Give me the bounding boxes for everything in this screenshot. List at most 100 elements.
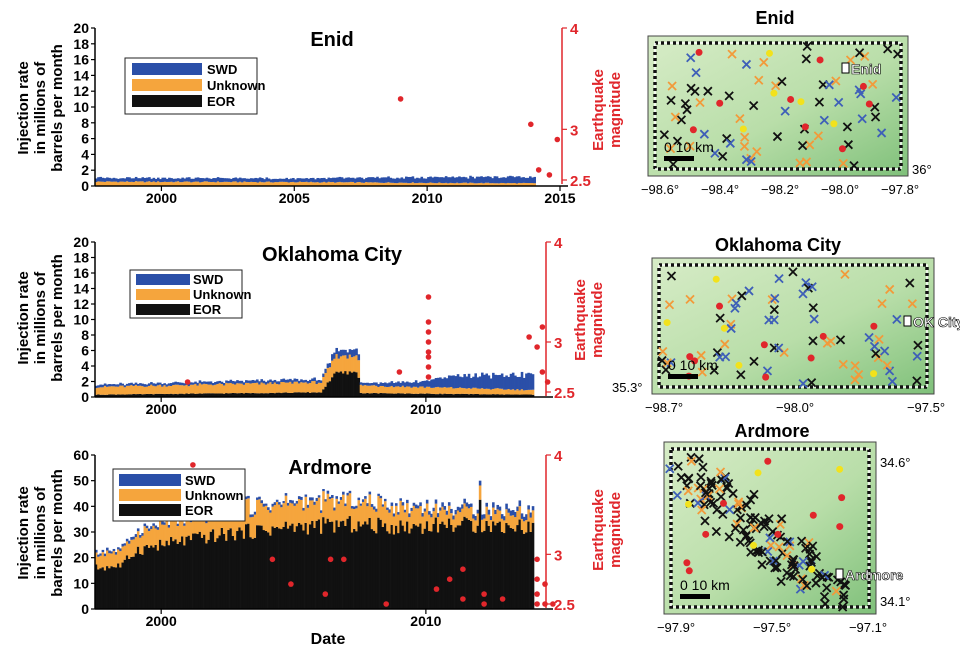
okc-bar-swd (253, 380, 257, 383)
okc-bar-swd (507, 376, 511, 389)
okc-bar-swd (395, 382, 398, 387)
okc-bar-unknown (478, 388, 482, 395)
ardmore-bar-unknown (421, 516, 425, 534)
ardmore-bar-eor (454, 527, 458, 609)
well-marker (662, 358, 672, 368)
okc-bar-swd (238, 380, 241, 384)
enid-bar-swd (391, 178, 395, 183)
ardmore-bar-eor (251, 538, 255, 609)
ardmore-bar-unknown (364, 498, 367, 522)
okc-bar-eor (472, 394, 475, 397)
enid-bar-swd (444, 176, 448, 183)
ardmore-bar-unknown (333, 510, 336, 533)
ardmore-bar-swd (302, 507, 305, 511)
well-marker (738, 525, 749, 535)
okc-mag-axis-label: Earthquake magnitude (572, 279, 606, 361)
ardmore-bar-unknown (410, 510, 413, 529)
okc-bar-eor (302, 392, 305, 397)
okc-bar-eor (165, 393, 169, 397)
mag-tick-label: 4 (554, 235, 563, 252)
okc-bar-eor (172, 394, 175, 397)
y-tick-label: 18 (73, 36, 89, 52)
enid-bar-unknown (238, 181, 242, 186)
ardmore-bar-eor (178, 541, 182, 609)
enid-bar-unknown (365, 182, 368, 186)
ardmore-bar-swd (525, 514, 528, 521)
okc-bar-eor (430, 393, 433, 397)
ardmore-bar-unknown (273, 505, 277, 528)
well-marker (737, 291, 747, 301)
enid-bar-unknown (524, 182, 528, 186)
okc-bar-swd (154, 383, 158, 387)
enid-bar-swd (316, 177, 319, 183)
enid-bar-unknown (298, 181, 302, 186)
latitude-labels: 34.6°34.1° (880, 455, 911, 609)
longitude-label: −98.4° (701, 182, 739, 197)
y-tick-label: 2 (81, 374, 89, 390)
okc-bar-swd (516, 377, 519, 390)
okc-bar-unknown (494, 388, 497, 395)
ardmore-bar-eor (103, 570, 107, 609)
ardmore-bar-swd (269, 510, 272, 513)
scale-bar: 0 10 km (664, 139, 714, 161)
ardmore-bar-unknown (419, 506, 422, 524)
ardmore-bar-eor (176, 543, 180, 609)
okc-bar-unknown (342, 355, 345, 374)
ardmore-bar-eor (117, 563, 120, 609)
ardmore-bar-unknown (481, 519, 484, 533)
okc-bar-swd (383, 382, 387, 387)
okc-bar-unknown (121, 385, 125, 395)
enid-bar-swd (210, 178, 213, 183)
well-marker (798, 574, 808, 584)
ardmore-bar-swd (251, 514, 255, 517)
okc-bar-swd (348, 349, 352, 355)
ardmore-bar-swd (123, 543, 127, 546)
okc-bar-eor (275, 392, 279, 397)
ardmore-ylabel-line3: barrels per month (49, 469, 66, 597)
enid-bar-swd (190, 178, 193, 183)
okc-bar-eor (476, 393, 480, 397)
ardmore-bar-unknown (125, 541, 129, 556)
enid-bar-swd (424, 178, 428, 184)
ardmore-bar-eor (381, 527, 385, 609)
enid-bar-swd (385, 177, 388, 183)
okc-bar-unknown (158, 384, 162, 394)
ardmore-bar-eor (280, 529, 283, 609)
well-marker (883, 44, 893, 54)
okc-bar-swd (236, 380, 239, 384)
enid-bar-swd (114, 178, 118, 182)
enid-bar-unknown (258, 181, 262, 186)
ardmore-bar-eor (218, 535, 222, 609)
enid-bar-swd (188, 177, 191, 182)
okc-ylabel-line3: barrels per month (49, 254, 66, 382)
enid-bar-swd (382, 177, 386, 183)
enid-bar-unknown (274, 182, 277, 186)
okc-y-axis-label: Injection rate in millions of barrels pe… (15, 254, 66, 382)
okc-bar-swd (366, 382, 369, 386)
ardmore-bar-unknown (401, 505, 405, 526)
ardmore-bar-unknown (456, 510, 460, 526)
ardmore-bar-unknown (335, 498, 338, 521)
map-earthquake (750, 541, 758, 549)
ardmore-bar-unknown (176, 526, 180, 544)
legend-swatch-eor (132, 95, 202, 107)
okc-bar-swd (150, 382, 153, 385)
well-marker (712, 505, 722, 515)
ardmore-bar-eor (395, 525, 398, 609)
enid-bar-unknown (517, 182, 521, 186)
well-marker (685, 141, 695, 151)
map-earthquake (735, 361, 743, 369)
well-marker (771, 81, 781, 91)
okc-bar-swd (315, 380, 319, 385)
enid-bar-swd (396, 177, 399, 184)
okc-bar-unknown (346, 358, 350, 375)
enid-bar-unknown (440, 183, 443, 186)
enid-bar-unknown (108, 181, 111, 186)
enid-bar-swd (292, 177, 295, 182)
okc-bar-swd (403, 382, 407, 388)
enid-bar-swd (243, 178, 246, 182)
ardmore-bar-unknown (110, 553, 113, 567)
ardmore-bar-swd (326, 490, 330, 494)
longitude-labels: −97.9° −97.5° −97.1° (657, 620, 887, 635)
okc-bar-eor (106, 394, 109, 397)
